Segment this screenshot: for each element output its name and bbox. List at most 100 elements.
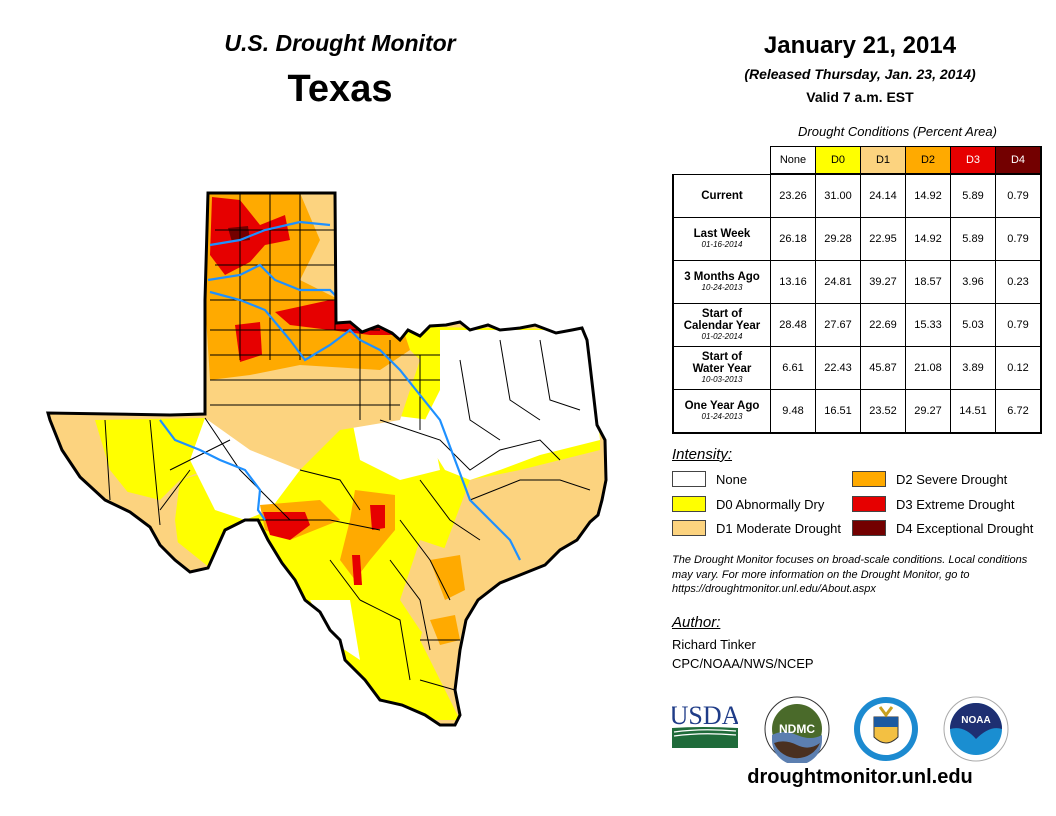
row-label-text: Start of xyxy=(701,351,743,363)
table-row: Start of Water Year 10-03-2013 6.61 22.43 45.… xyxy=(672,346,1042,390)
row-label: One Year Ago 01-24-2013 xyxy=(672,389,771,434)
table-cell-d3: 5.89 xyxy=(950,217,996,261)
legend-item-d3: D3 Extreme Drought xyxy=(852,496,1015,512)
canadian-river xyxy=(209,220,331,247)
table-cell-d2: 14.92 xyxy=(905,173,951,218)
table-cell-d2: 18.57 xyxy=(905,260,951,304)
table-cell-d2: 15.33 xyxy=(905,303,951,347)
drought-area-d1-far-west xyxy=(50,415,200,575)
legend-swatch xyxy=(852,471,886,487)
table-row: One Year Ago 01-24-2013 9.48 16.51 23.52 29.2… xyxy=(672,389,1042,434)
table-cell-none: 26.18 xyxy=(770,217,816,261)
red-river-prairie-dog xyxy=(207,263,336,296)
legend-label: D3 Extreme Drought xyxy=(896,496,1015,512)
texas-drought-map xyxy=(46,191,608,727)
drought-area-d2-coastal-2 xyxy=(430,615,460,645)
legend-item-d2: D2 Severe Drought xyxy=(852,471,1007,487)
table-cell-d2: 29.27 xyxy=(905,389,951,434)
legend-swatch xyxy=(852,496,886,512)
author-org: CPC/NOAA/NWS/NCEP xyxy=(672,656,814,671)
table-cell-d1: 45.87 xyxy=(860,346,906,390)
row-label: Current xyxy=(672,173,771,218)
table-row: Current 23.26 31.00 24.14 14.92 5.89 0.79 xyxy=(672,173,1042,218)
drought-area-d3-rio-grande xyxy=(263,512,310,540)
pecos-rio-grande xyxy=(159,419,266,521)
drought-area-d0-west xyxy=(95,418,205,500)
col-header-d0: D0 xyxy=(815,146,861,175)
table-row: Last Week 01-16-2014 26.18 29.28 22.95 14.92 5… xyxy=(672,217,1042,261)
legend-swatch xyxy=(852,520,886,536)
table-cell-none: 9.48 xyxy=(770,389,816,434)
table-cell-d0: 29.28 xyxy=(815,217,861,261)
legend-item-none: None xyxy=(672,471,747,487)
col-header-d1: D1 xyxy=(860,146,906,175)
table-cell-d1: 39.27 xyxy=(860,260,906,304)
row-label-text: Start of xyxy=(701,308,743,320)
table-row: 3 Months Ago 10-24-2013 13.16 24.81 39.27 18.… xyxy=(672,260,1042,304)
col-header-d2: D2 xyxy=(905,146,951,175)
table-caption: Drought Conditions (Percent Area) xyxy=(798,124,997,139)
table-cell-d4: 0.79 xyxy=(995,217,1042,261)
row-date: 10-03-2013 xyxy=(701,375,743,384)
drought-area-none-east xyxy=(420,330,600,480)
table-cell-d0: 16.51 xyxy=(815,389,861,434)
table-cell-none: 13.16 xyxy=(770,260,816,304)
state-name: Texas xyxy=(287,68,393,110)
legend-label: D0 Abnormally Dry xyxy=(716,496,825,512)
legend-title: Intensity: xyxy=(672,446,733,463)
row-label-text: Current xyxy=(701,189,743,202)
table-cell-d1: 22.69 xyxy=(860,303,906,347)
table-cell-d1: 24.14 xyxy=(860,173,906,218)
legend-item-d1: D1 Moderate Drought xyxy=(672,520,841,536)
table-cell-d1: 22.95 xyxy=(860,217,906,261)
noaa-logo-text: NOAA xyxy=(961,715,990,726)
table-cell-d0: 27.67 xyxy=(815,303,861,347)
row-label: Last Week 01-16-2014 xyxy=(672,217,771,261)
author-heading: Author: xyxy=(672,614,721,631)
drought-area-d2-coastal xyxy=(430,555,465,600)
commerce-seal-logo xyxy=(854,697,918,761)
row-label: 3 Months Ago 10-24-2013 xyxy=(672,260,771,304)
row-date: 10-24-2013 xyxy=(701,283,743,292)
map-title: U.S. Drought Monitor xyxy=(224,30,456,56)
legend-label: D4 Exceptional Drought xyxy=(896,520,1034,536)
table-row: Start of Calendar Year 01-02-2014 28.48 27.6… xyxy=(672,303,1042,347)
drought-area-d3-edwards xyxy=(370,505,385,530)
legend-swatch xyxy=(672,471,706,487)
table-cell-d3: 3.96 xyxy=(950,260,996,304)
legend-label: D2 Severe Drought xyxy=(896,471,1008,487)
col-header-d3: D3 xyxy=(950,146,996,175)
brazos-river xyxy=(209,290,521,561)
legend-swatch xyxy=(672,520,706,536)
drought-area-d3-south-plains xyxy=(235,322,262,362)
legend-item-d0: D0 Abnormally Dry xyxy=(672,496,824,512)
row-date: 01-24-2013 xyxy=(701,412,743,421)
table-cell-d2: 14.92 xyxy=(905,217,951,261)
table-cell-d2: 21.08 xyxy=(905,346,951,390)
table-cell-d0: 31.00 xyxy=(815,173,861,218)
table-cell-d3: 5.03 xyxy=(950,303,996,347)
valid-time: Valid 7 a.m. EST xyxy=(806,89,914,105)
drought-area-none-central xyxy=(350,410,440,480)
col-header-d4: D4 xyxy=(995,146,1042,175)
table-cell-none: 28.48 xyxy=(770,303,816,347)
row-label-text-2: Calendar Year xyxy=(683,320,761,332)
legend-label: None xyxy=(716,471,748,487)
table-cell-d3: 14.51 xyxy=(950,389,996,434)
ndmc-logo: NDMC xyxy=(764,696,830,763)
table-cell-none: 6.61 xyxy=(770,346,816,390)
legend-swatch xyxy=(672,496,706,512)
row-label-text: One Year Ago xyxy=(684,400,760,412)
table-cell-d4: 0.12 xyxy=(995,346,1042,390)
row-label-text-2: Water Year xyxy=(692,363,752,375)
website-link[interactable]: droughtmonitor.unl.edu xyxy=(747,766,973,788)
table-cell-d3: 3.89 xyxy=(950,346,996,390)
usda-logo: USDA xyxy=(672,701,738,748)
row-label-text: 3 Months Ago xyxy=(684,271,760,283)
table-cell-d1: 23.52 xyxy=(860,389,906,434)
row-label: Start of Calendar Year 01-02-2014 xyxy=(672,303,771,347)
row-date: 01-02-2014 xyxy=(701,332,743,341)
col-header-none: None xyxy=(770,146,816,175)
noaa-logo: NOAA xyxy=(943,696,1009,762)
rivers xyxy=(159,220,521,561)
